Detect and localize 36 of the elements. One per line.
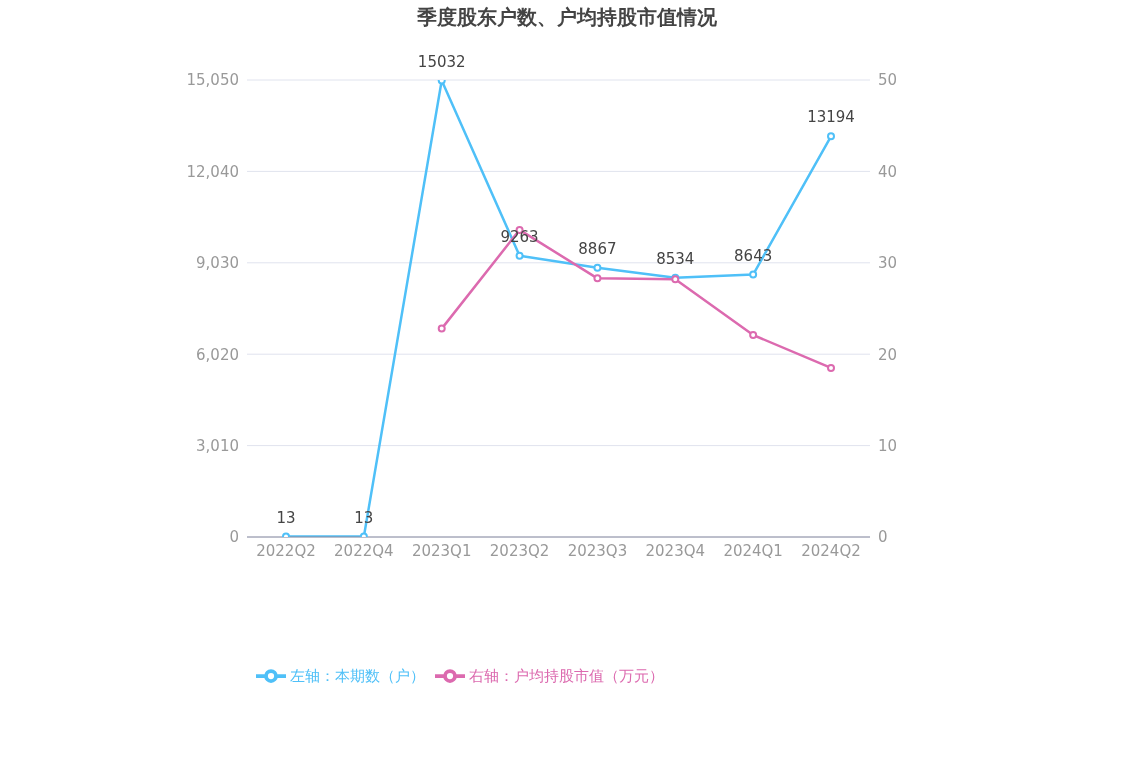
x-tick-label: 2023Q1 [411, 541, 472, 560]
point [827, 132, 835, 141]
chart-title: 季度股东户数、户均持股市值情况 [416, 4, 718, 31]
y2-tick-label: 30 [878, 254, 898, 273]
point [593, 274, 602, 283]
point [515, 251, 524, 260]
y2-tick-label: 40 [878, 162, 898, 181]
x-tick-label: 2023Q3 [567, 541, 628, 560]
y2-tick-label: 50 [878, 71, 898, 90]
point [749, 270, 758, 279]
x-tick-label: 2024Q1 [723, 541, 783, 560]
x-tick-label: 2023Q2 [489, 541, 550, 560]
y-tick-label: 0 [229, 528, 239, 547]
data-label: 8534 [656, 249, 695, 268]
y-tick-label: 3,010 [196, 436, 239, 455]
data-label: 8867 [578, 239, 617, 258]
x-tick-label: 2024Q2 [801, 541, 861, 560]
point [749, 331, 758, 340]
y-tick-label: 6,020 [196, 345, 239, 364]
y-tick-label: 9,030 [196, 254, 239, 273]
y2-tick-label: 20 [878, 345, 898, 364]
point [437, 324, 446, 333]
legend-label: 左轴：本期数（户） [290, 666, 425, 685]
x-tick-label: 2023Q4 [645, 541, 706, 560]
data-label: 13 [276, 508, 296, 527]
point [827, 363, 835, 372]
data-label: 13194 [807, 108, 855, 127]
y-tick-label: 15,050 [186, 71, 239, 90]
y2-tick-label: 0 [878, 528, 888, 547]
x-tick-label: 2022Q2 [256, 541, 316, 560]
data-label: 15032 [417, 52, 466, 71]
legend-label: 右轴：户均持股市值（万元） [469, 666, 664, 685]
y2-tick-label: 10 [878, 436, 898, 455]
point [593, 263, 602, 272]
x-tick-label: 2022Q4 [334, 541, 394, 560]
y-tick-label: 12,040 [186, 162, 239, 181]
